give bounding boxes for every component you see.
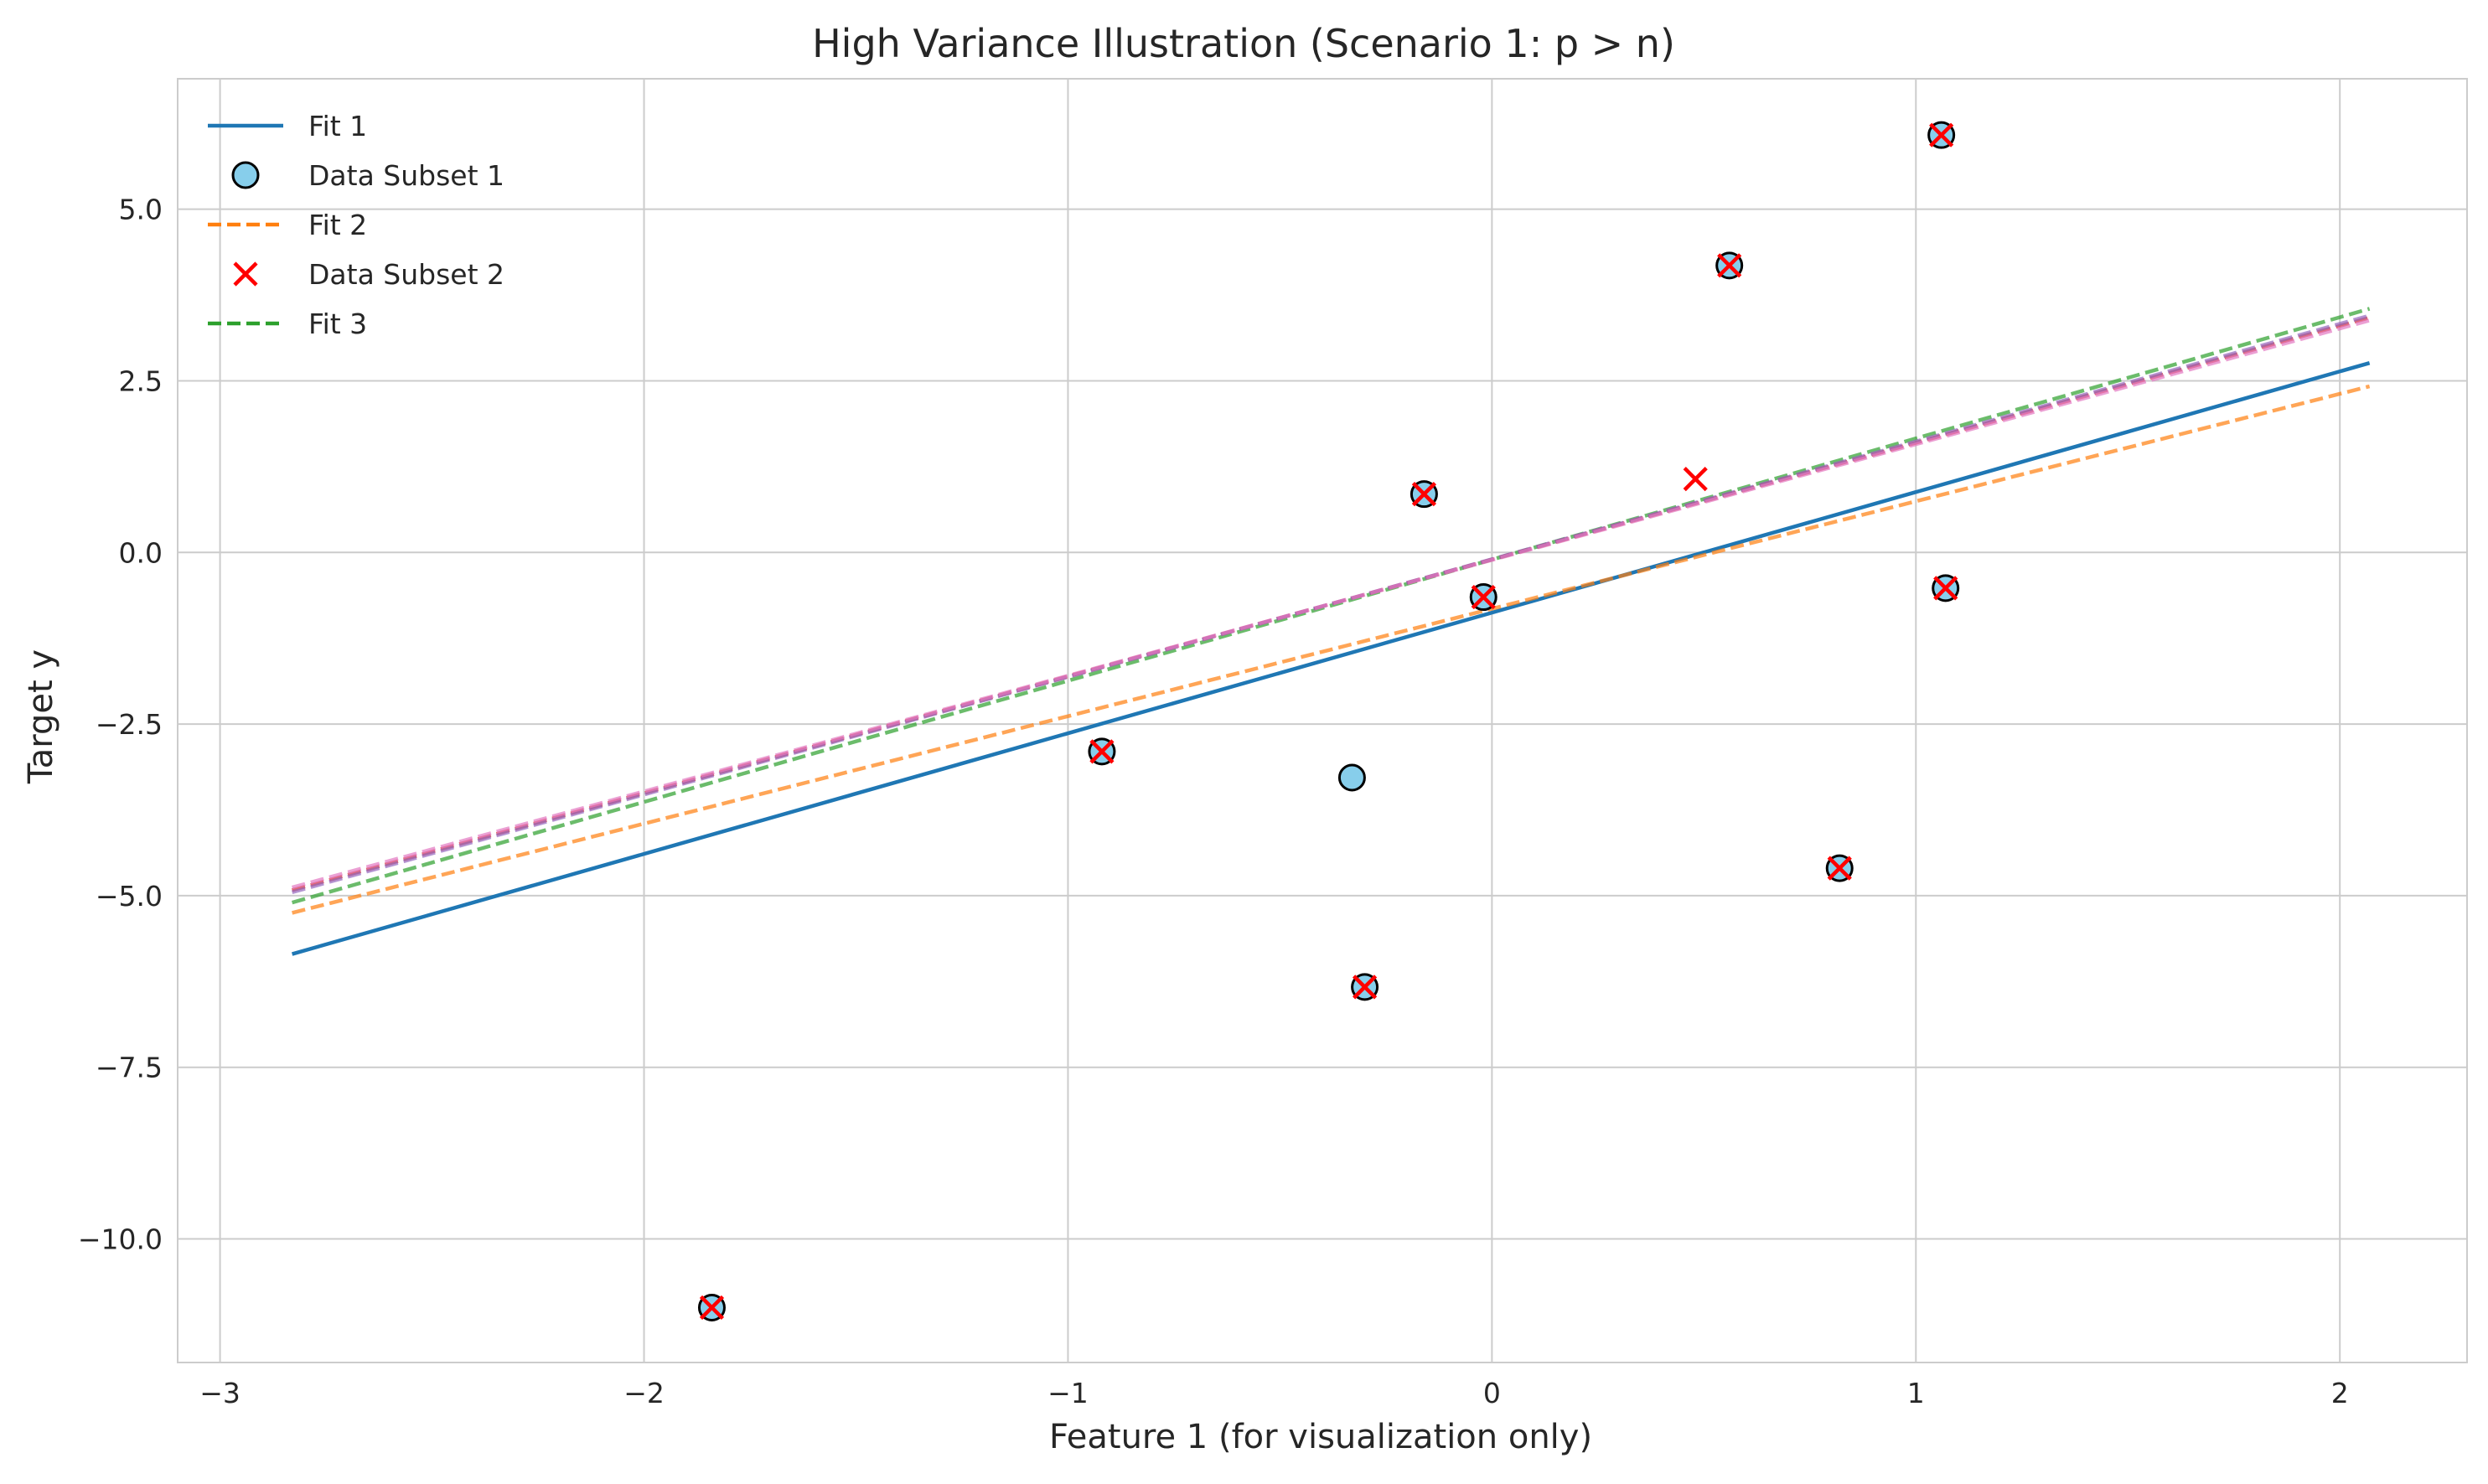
x-tick-label: −2 [623,1377,665,1409]
fit-line [291,361,2371,956]
cross-stroke [1933,576,1958,601]
data-subset-2-point [1471,584,1496,610]
y-tick-label: −5.0 [96,880,163,913]
x-tick-label: −1 [1047,1377,1089,1409]
cross-stroke [1353,975,1378,1000]
cross-stroke [233,261,258,287]
cross-stroke [1717,253,1742,278]
grid [178,79,2467,1362]
data-subset-2-point [1717,253,1742,278]
legend-item: Fit 3 [208,308,367,340]
chart-title: High Variance Illustration (Scenario 1: … [812,21,1675,66]
legend-item: Data Subset 1 [231,159,504,192]
cross-stroke [699,1295,725,1321]
plot-frame [177,78,2468,1363]
legend: Fit 1 Data Subset 1 Fit 2 Data Subset 2 Fit … [208,110,504,340]
legend-circle-swatch [231,161,260,189]
legend-item: Fit 1 [208,110,367,142]
y-tick-label: −10.0 [78,1223,163,1256]
legend-label: Data Subset 2 [308,258,504,291]
x-tick-label: 1 [1907,1377,1925,1409]
y-tick-label: 5.0 [119,194,163,226]
cross-stroke [1411,482,1437,507]
legend-label: Data Subset 1 [308,159,504,192]
fit-lines [291,307,2371,956]
fit-line [292,384,2371,915]
data-subset-2-point [1683,467,1708,492]
legend-cross-swatch [233,261,258,287]
legend-label: Fit 3 [308,308,367,340]
legend-item: Fit 2 [208,209,367,241]
data-subset-2-point [1089,739,1115,764]
data-subset-2-point [1929,122,1954,147]
plot-area [178,79,2467,1362]
cross-stroke [1683,467,1708,492]
data-subset-2-point [1411,482,1437,507]
y-axis-label: Target y [22,649,60,784]
y-tick-label: −2.5 [96,708,163,741]
cross-stroke [1929,122,1954,147]
legend-label: Fit 2 [308,209,367,241]
fit-line [291,307,2371,905]
cross-stroke [1089,739,1115,764]
tick-labels: −3 −2 −1 0 1 2 5.0 2.5 0.0 −2.5 −5.0 −7.5 −10.0 [78,194,2349,1409]
fit-line [292,318,2371,890]
y-tick-label: 0.0 [119,536,163,569]
data-subset-2-point [1827,856,1852,881]
cross-stroke [1471,584,1496,610]
cross-stroke [1827,856,1852,881]
x-tick-label: 0 [1483,1377,1501,1409]
data-subset-2-point [1933,576,1958,601]
fit-line [291,313,2371,894]
data-points [697,121,1960,1321]
y-tick-label: −7.5 [96,1052,163,1084]
y-tick-label: 2.5 [119,365,163,397]
x-axis-label: Feature 1 (for visualization only) [1049,1418,1592,1456]
x-tick-label: 2 [2331,1377,2349,1409]
legend-label: Fit 1 [308,110,367,142]
data-subset-1-point [1337,763,1366,792]
legend-item: Data Subset 2 [233,258,504,291]
data-subset-2-point [699,1295,725,1321]
data-subset-2-point [1353,975,1378,1000]
x-tick-label: −3 [199,1377,241,1409]
